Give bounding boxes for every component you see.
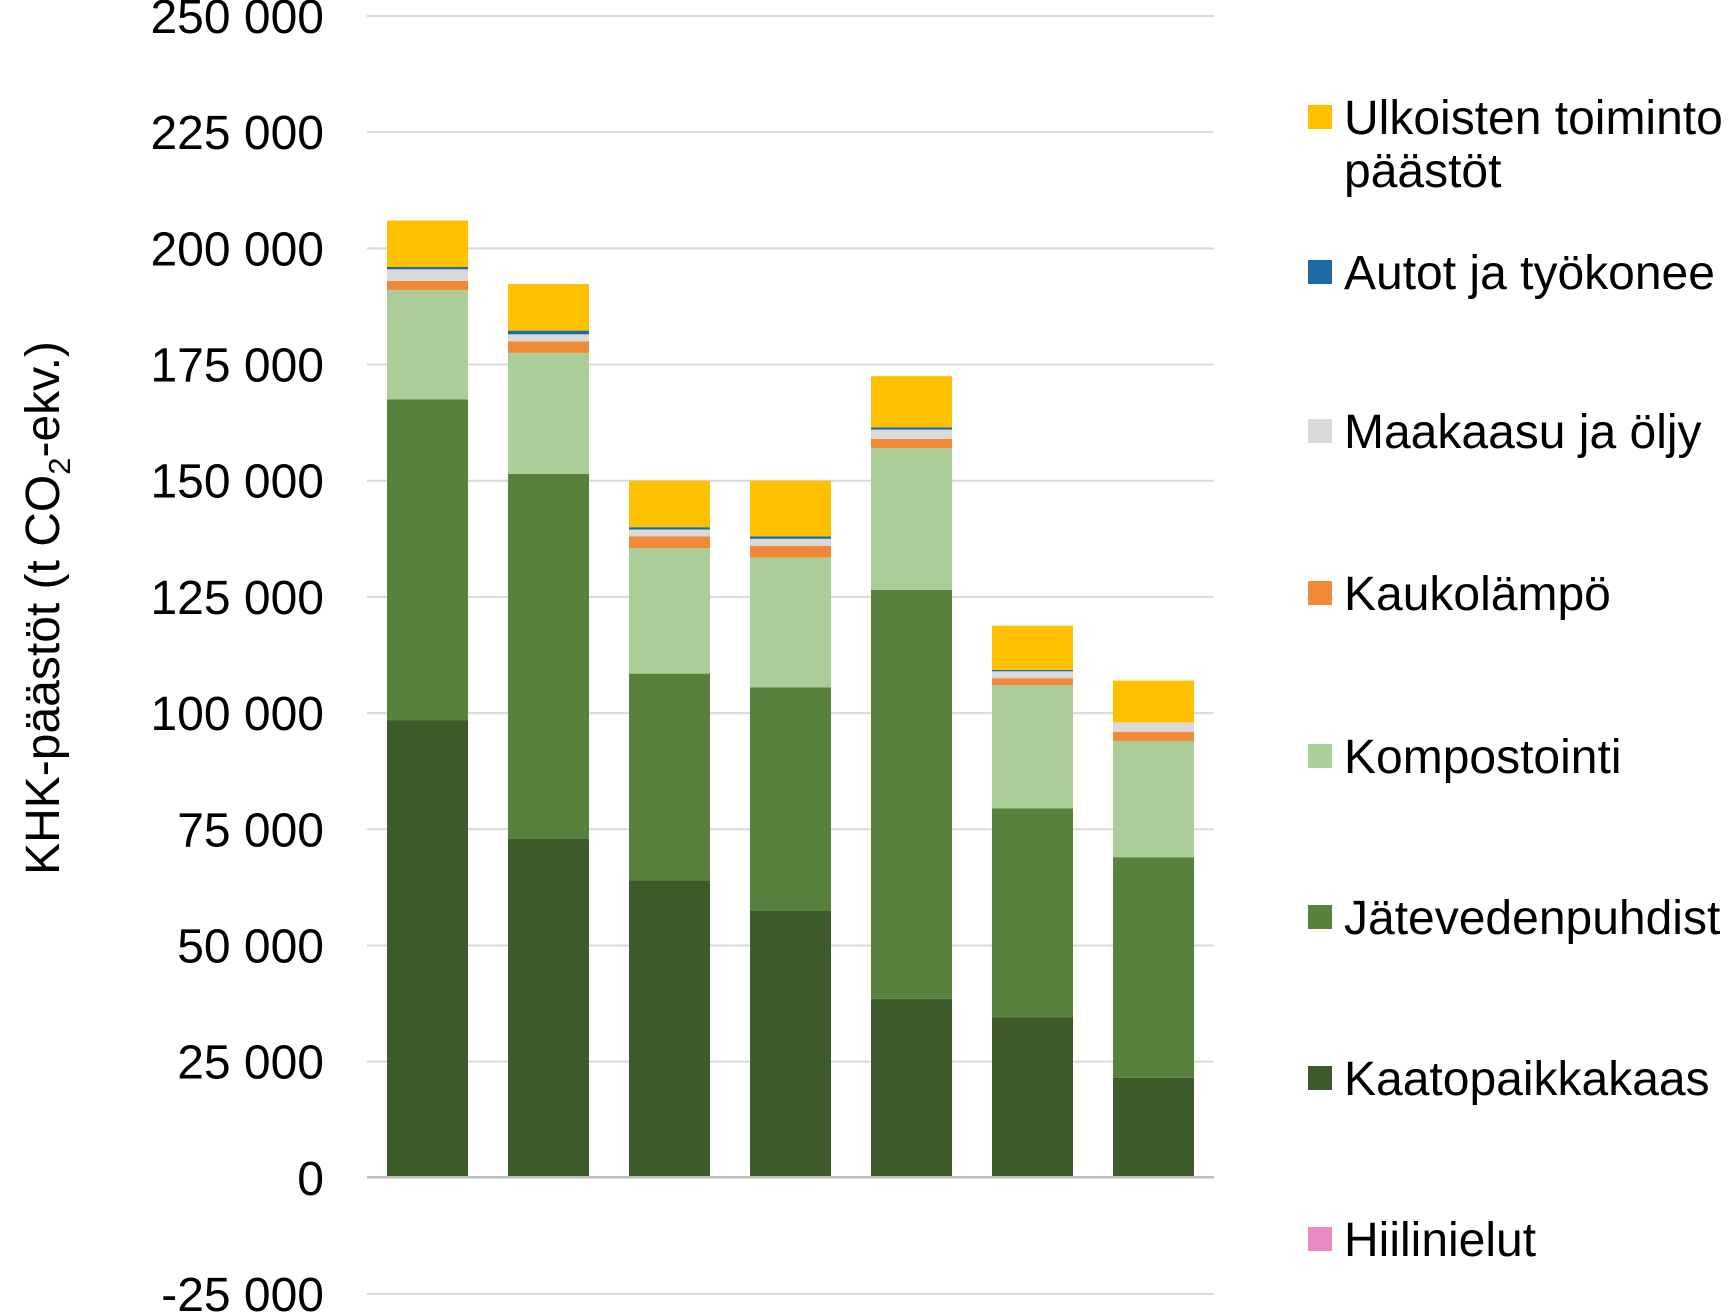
bar-segment bbox=[387, 290, 468, 400]
bar-segment bbox=[629, 548, 710, 674]
bar-segment bbox=[387, 269, 468, 281]
legend-label: Ulkoisten toiminto päästöt bbox=[1344, 92, 1723, 198]
bar-segment bbox=[508, 341, 589, 353]
y-tick-label: 175 000 bbox=[150, 340, 324, 393]
y-tick-label: 75 000 bbox=[177, 804, 324, 857]
bar-segment bbox=[508, 330, 589, 335]
bar-segment bbox=[992, 678, 1073, 686]
legend-swatch bbox=[1308, 105, 1332, 129]
bar-segment bbox=[992, 625, 1073, 670]
legend-swatch bbox=[1308, 905, 1332, 929]
bar-segment bbox=[387, 220, 468, 267]
bar-segment bbox=[508, 838, 589, 1178]
bar-segment bbox=[1113, 731, 1194, 741]
y-tick-label: 200 000 bbox=[150, 223, 324, 276]
bar-segment bbox=[387, 720, 468, 1178]
legend-item: Kaukolämpö bbox=[1308, 568, 1611, 621]
legend-item: Hiilinielut bbox=[1308, 1214, 1536, 1267]
legend-label: Hiilinielut bbox=[1344, 1214, 1537, 1267]
bar-segment bbox=[871, 427, 952, 430]
legend-item: Kaatopaikkakaas bbox=[1308, 1053, 1710, 1106]
y-tick-label: 0 bbox=[297, 1153, 324, 1206]
bar-segment bbox=[1113, 722, 1194, 732]
bar-segment bbox=[871, 438, 952, 449]
bar-segment bbox=[871, 429, 952, 439]
y-tick-label: 50 000 bbox=[177, 920, 324, 973]
y-axis-title-text: KHK-päästöt (t CO bbox=[17, 474, 71, 875]
legend: Ulkoisten toiminto päästöt Autot ja työkon… bbox=[1308, 0, 1728, 1314]
bar-segment bbox=[992, 808, 1073, 1018]
y-tick-label: -25 000 bbox=[161, 1269, 324, 1314]
legend-swatch bbox=[1308, 1066, 1332, 1090]
bar-segment bbox=[387, 399, 468, 721]
bar-segment bbox=[508, 334, 589, 342]
bar-segment bbox=[871, 448, 952, 590]
bar-segment bbox=[750, 687, 831, 911]
bar-segment bbox=[1113, 680, 1194, 723]
y-axis-tick-labels: -25 000 0 25 000 50 000 75 000 100 000 125 000… bbox=[150, 0, 324, 1314]
bar-segment bbox=[1113, 1077, 1194, 1178]
legend-label: Kompostointi bbox=[1344, 731, 1622, 784]
legend-swatch bbox=[1308, 1227, 1332, 1251]
legend-swatch bbox=[1308, 581, 1332, 605]
legend-item: Kompostointi bbox=[1308, 731, 1621, 784]
bar-segment bbox=[992, 669, 1073, 672]
legend-label: Kaukolämpö bbox=[1344, 568, 1611, 621]
bar-segment bbox=[629, 673, 710, 881]
bar-segment bbox=[629, 480, 710, 528]
legend-label: Maakaasu ja öljy bbox=[1344, 406, 1702, 459]
legend-swatch bbox=[1308, 260, 1332, 284]
y-tick-label: 100 000 bbox=[150, 688, 324, 741]
bar-segment bbox=[750, 557, 831, 688]
legend-item: Jätevedenpuhdist bbox=[1308, 892, 1720, 945]
y-tick-label: 150 000 bbox=[150, 456, 324, 509]
legend-item: Maakaasu ja öljy bbox=[1308, 406, 1702, 459]
bar-segment bbox=[992, 1017, 1073, 1178]
legend-item: Autot ja työkonee bbox=[1308, 247, 1715, 300]
y-tick-label: 250 000 bbox=[150, 0, 324, 44]
bar-segment bbox=[750, 545, 831, 558]
bar-segment bbox=[508, 473, 589, 839]
y-axis-title-subscript: 2 bbox=[41, 457, 77, 475]
bar-segment bbox=[387, 280, 468, 291]
bar-segment bbox=[629, 880, 710, 1178]
legend-label: Kaatopaikkakaas bbox=[1344, 1053, 1710, 1106]
bar-segment bbox=[1113, 857, 1194, 1078]
bar-segment bbox=[750, 538, 831, 546]
bar-segment bbox=[750, 910, 831, 1178]
bar-segment bbox=[629, 527, 710, 530]
y-tick-label: 25 000 bbox=[177, 1037, 324, 1090]
bar-segment bbox=[508, 284, 589, 331]
legend-label: Autot ja työkonee bbox=[1344, 247, 1715, 300]
bar-segment bbox=[992, 685, 1073, 809]
bar-segment bbox=[629, 536, 710, 549]
bar-segment bbox=[1113, 741, 1194, 858]
y-tick-label: 125 000 bbox=[150, 572, 324, 625]
legend-swatch bbox=[1308, 419, 1332, 443]
y-axis-title-suffix: -ekv.) bbox=[17, 341, 71, 458]
bar-segment bbox=[387, 267, 468, 270]
bar-segment bbox=[871, 589, 952, 999]
legend-item: Ulkoisten toiminto päästöt bbox=[1308, 92, 1723, 198]
bar-segment bbox=[992, 671, 1073, 679]
bars bbox=[387, 220, 1194, 1178]
bar-segment bbox=[750, 536, 831, 539]
bar-segment bbox=[871, 376, 952, 428]
bar-segment bbox=[750, 480, 831, 537]
legend-swatch bbox=[1308, 744, 1332, 768]
legend-label: Jätevedenpuhdist bbox=[1344, 892, 1721, 945]
bar-segment bbox=[508, 352, 589, 474]
y-tick-label: 225 000 bbox=[150, 107, 324, 160]
bar-segment bbox=[871, 998, 952, 1178]
bar-segment bbox=[629, 529, 710, 537]
